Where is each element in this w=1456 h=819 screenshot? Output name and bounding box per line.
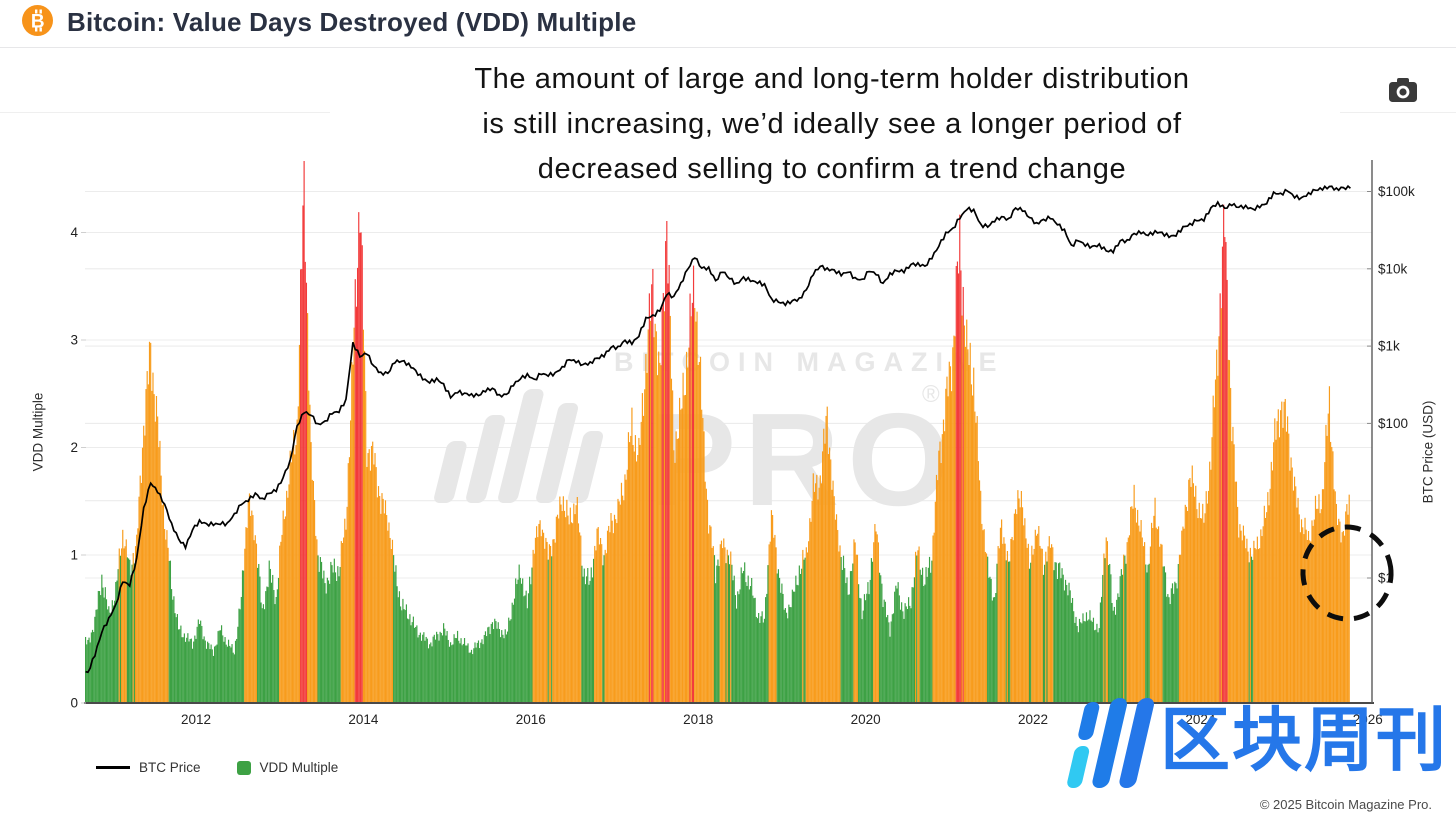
left-axis-title: VDD Multiple bbox=[30, 392, 46, 472]
cn-watermark: 区块周刊 bbox=[1066, 692, 1456, 800]
line-marker-icon bbox=[96, 766, 130, 769]
left-axis-tick-label: 0 bbox=[70, 696, 78, 711]
left-axis-tick-label: 4 bbox=[70, 225, 78, 240]
x-axis-tick-label: 2018 bbox=[683, 712, 713, 727]
chart-legend: BTC Price VDD Multiple bbox=[96, 760, 338, 775]
annotation-text: The amount of large and long-term holder… bbox=[300, 57, 1364, 192]
left-axis-tick-label: 2 bbox=[70, 440, 78, 455]
left-axis-tick-label: 1 bbox=[70, 548, 78, 563]
annotation-line-3: decreased selling to confirm a trend cha… bbox=[537, 153, 1127, 185]
right-axis-tick-label: $1k bbox=[1378, 339, 1400, 354]
x-axis-tick-label: 2022 bbox=[1018, 712, 1048, 727]
header-bar: B Bitcoin: Value Days Destroyed (VDD) Mu… bbox=[0, 0, 1456, 48]
annotation-line-2: is still increasing, we’d ideally see a … bbox=[482, 108, 1182, 140]
svg-text:B: B bbox=[31, 11, 45, 32]
legend-item-vdd-multiple[interactable]: VDD Multiple bbox=[236, 760, 339, 775]
square-marker-icon bbox=[236, 760, 251, 775]
highlight-dashed-circle bbox=[1300, 524, 1394, 622]
divider-line bbox=[1340, 112, 1456, 113]
x-axis-tick-label: 2026 bbox=[1353, 712, 1383, 727]
bitcoin-icon: B bbox=[22, 5, 53, 36]
page-title: Bitcoin: Value Days Destroyed (VDD) Mult… bbox=[67, 7, 637, 37]
cn-watermark-text: 区块周刊 bbox=[1160, 699, 1448, 781]
vdd-bars bbox=[85, 161, 1350, 703]
copyright-text: © 2025 Bitcoin Magazine Pro. bbox=[1259, 797, 1432, 812]
svg-text:BITCOIN MAGAZINE: BITCOIN MAGAZINE bbox=[614, 347, 1005, 377]
legend-label: VDD Multiple bbox=[259, 760, 339, 775]
right-axis-tick-label: $100k bbox=[1378, 184, 1415, 199]
right-axis-tick-label: $10k bbox=[1378, 261, 1408, 276]
x-axis-tick-label: 2020 bbox=[851, 712, 881, 727]
right-axis-title: BTC Price (USD) bbox=[1420, 400, 1436, 504]
divider-line bbox=[0, 112, 330, 113]
legend-label: BTC Price bbox=[139, 760, 201, 775]
right-axis-tick-label: $100 bbox=[1378, 416, 1408, 431]
svg-text:®: ® bbox=[922, 381, 940, 408]
x-axis-tick-label: 2024 bbox=[1185, 712, 1216, 727]
x-axis-tick-label: 2014 bbox=[348, 712, 379, 727]
annotation-line-1: The amount of large and long-term holder… bbox=[474, 63, 1190, 95]
x-axis-tick-label: 2012 bbox=[181, 712, 211, 727]
btc-price-line bbox=[85, 184, 1351, 674]
cn-watermark-logo-icon bbox=[1067, 698, 1154, 788]
camera-icon[interactable] bbox=[1388, 77, 1418, 104]
x-axis-tick-label: 2016 bbox=[516, 712, 546, 727]
left-axis-tick-label: 3 bbox=[70, 333, 78, 348]
legend-item-btc-price[interactable]: BTC Price bbox=[96, 760, 201, 775]
